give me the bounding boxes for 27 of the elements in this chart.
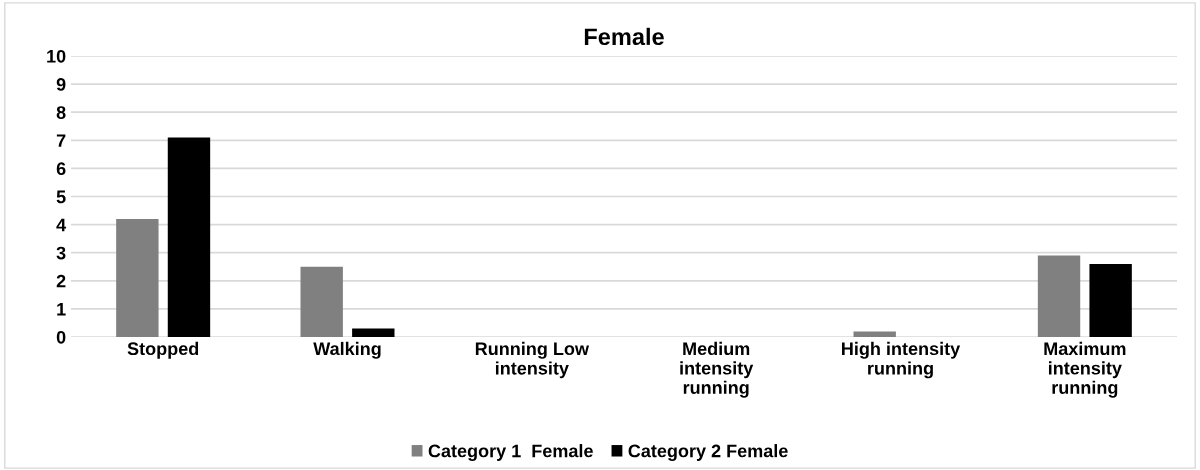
y-tick-label: 2 [56, 274, 66, 288]
bar [1089, 263, 1132, 337]
y-tick-label: 8 [56, 106, 66, 119]
x-tick-label: Maximum intensity running [1044, 341, 1126, 398]
x-tick-label: High intensity running [842, 341, 961, 379]
y-tick-label: 3 [56, 246, 66, 260]
bar [167, 137, 211, 337]
y-tick-label: 5 [56, 190, 66, 204]
legend-label: Category 2 Female [628, 444, 788, 461]
y-tick-label: 0 [56, 330, 66, 344]
y-tick-label: 6 [56, 162, 66, 176]
x-tick-label: Walking [313, 341, 381, 359]
chart-title: Female [584, 27, 664, 46]
y-tick-label: 1 [57, 303, 66, 316]
bar [352, 328, 395, 337]
y-tick-label: 4 [56, 218, 67, 232]
x-tick-label: Running Low intensity [475, 341, 590, 379]
legend-label: Category 1 Female [428, 444, 593, 461]
y-tick-label: 10 [47, 49, 66, 63]
bar [1037, 255, 1081, 337]
y-tick-label: 7 [56, 134, 66, 147]
x-tick-label: Stopped [127, 341, 199, 359]
bar [300, 266, 343, 337]
x-tick-label: Medium intensity running [680, 341, 754, 398]
y-tick-label: 9 [56, 78, 66, 91]
bar [116, 218, 159, 337]
bar [853, 331, 896, 337]
